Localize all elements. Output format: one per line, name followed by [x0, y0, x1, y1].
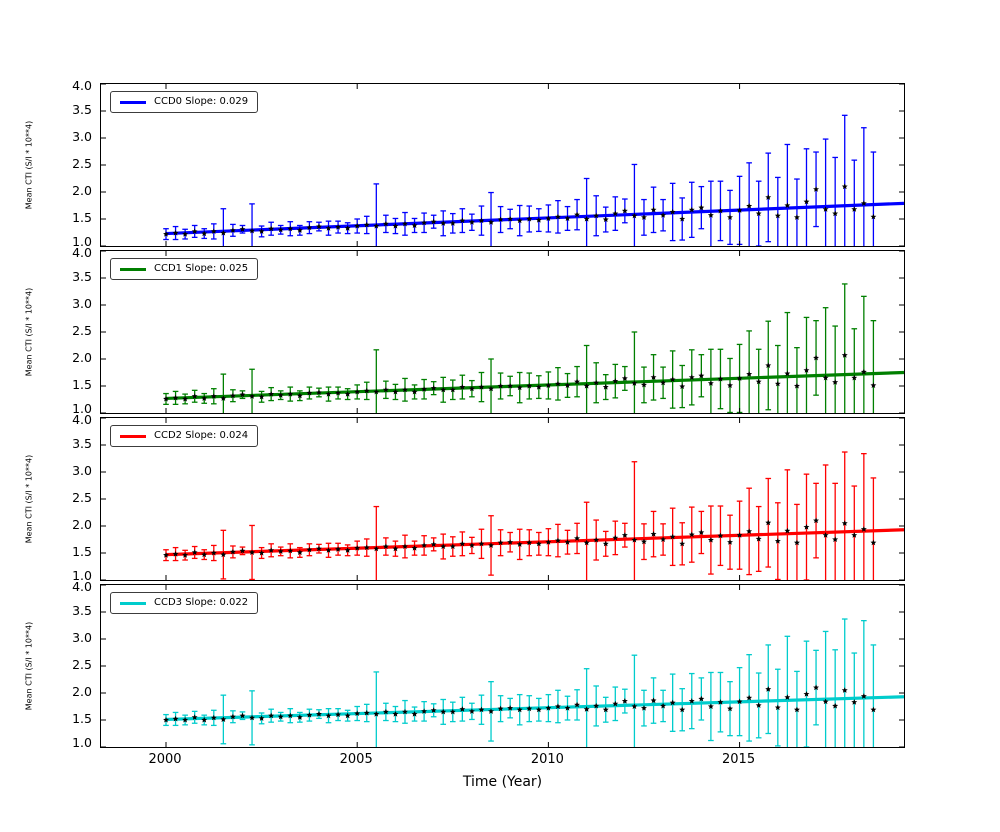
y-tick-label: 2.0 — [72, 684, 92, 699]
subplot-ccd1: Mean CTI (S/I * 10**4) 1.0 1.5 2.0 2.5 3.0 3.… — [25, 246, 905, 416]
y-tick-label: 2.0 — [72, 517, 92, 532]
y-tick-labels-ccd1: 1.0 1.5 2.0 2.5 3.0 3.5 4.0 — [40, 246, 96, 416]
legend-label-ccd3: CCD3 Slope: 0.022 — [154, 597, 249, 608]
plot-area-ccd1: CCD1 Slope: 0.025 — [100, 250, 905, 414]
data-markers-ccd2 — [163, 517, 877, 558]
plot-area-ccd0: CCD0 Slope: 0.029 — [100, 83, 905, 247]
fit-line-ccd0 — [165, 201, 904, 236]
y-tick-label: 3.5 — [72, 102, 92, 117]
y-tick-label: 2.0 — [72, 350, 92, 365]
y-tick-label: 1.0 — [72, 401, 92, 416]
legend-label-ccd0: CCD0 Slope: 0.029 — [154, 96, 249, 107]
x-tick-label: 2000 — [148, 752, 182, 767]
fit-line-ccd1 — [165, 370, 904, 401]
y-tick-label: 2.0 — [72, 183, 92, 198]
y-tick-label: 3.0 — [72, 296, 92, 311]
y-tick-label: 3.0 — [72, 129, 92, 144]
y-tick-label: 1.0 — [72, 735, 92, 750]
plot-canvas-ccd0 — [101, 84, 904, 246]
plot-canvas-ccd2 — [101, 418, 904, 580]
subplot-ccd0: Mean CTI (S/I * 10**4) 1.0 1.5 2.0 2.5 3.0 3.… — [25, 79, 905, 249]
y-tick-label: 2.5 — [72, 657, 92, 672]
subplot-ccd3: Mean CTI (S/I * 10**4) 1.0 1.5 2.0 2.5 3.0 3.… — [25, 580, 905, 750]
plot-canvas-ccd1 — [101, 251, 904, 413]
data-markers-ccd3 — [163, 684, 877, 723]
y-tick-label: 1.0 — [72, 568, 92, 583]
y-tick-label: 3.5 — [72, 603, 92, 618]
x-tick-label: 2015 — [722, 752, 756, 767]
y-axis-label: Mean CTI (S/I * 10**4) — [24, 287, 34, 377]
legend-ccd2: CCD2 Slope: 0.024 — [110, 425, 259, 447]
x-tick-label: 2010 — [530, 752, 564, 767]
legend-line-swatch-ccd2 — [120, 434, 146, 438]
y-tick-label: 3.0 — [72, 630, 92, 645]
y-tick-labels-ccd2: 1.0 1.5 2.0 2.5 3.0 3.5 4.0 — [40, 413, 96, 583]
y-tick-label: 2.5 — [72, 156, 92, 171]
tick-marks — [101, 251, 904, 413]
legend-line-swatch-ccd3 — [120, 601, 146, 605]
legend-line-swatch-ccd0 — [120, 100, 146, 104]
plot-area-ccd2: CCD2 Slope: 0.024 — [100, 417, 905, 581]
y-tick-label: 3.0 — [72, 463, 92, 478]
errorbar-layer-ccd2 — [163, 451, 877, 580]
errorbar-layer-ccd3 — [163, 618, 877, 747]
y-tick-label: 3.5 — [72, 436, 92, 451]
y-tick-label: 1.5 — [72, 711, 92, 726]
tick-marks — [101, 585, 904, 747]
legend-label-ccd1: CCD1 Slope: 0.025 — [154, 263, 249, 274]
legend-ccd1: CCD1 Slope: 0.025 — [110, 258, 259, 280]
y-tick-label: 4.0 — [72, 245, 92, 260]
y-axis-label: Mean CTI (S/I * 10**4) — [24, 120, 34, 210]
y-tick-labels-ccd0: 1.0 1.5 2.0 2.5 3.0 3.5 4.0 — [40, 79, 96, 249]
tick-marks — [101, 84, 904, 246]
y-tick-label: 2.5 — [72, 323, 92, 338]
x-tick-label: 2005 — [339, 752, 373, 767]
fit-line-ccd2 — [165, 528, 904, 557]
y-tick-label: 1.5 — [72, 377, 92, 392]
y-tick-label: 1.0 — [72, 234, 92, 249]
y-tick-label: 1.5 — [72, 544, 92, 559]
y-tick-label: 1.5 — [72, 210, 92, 225]
y-tick-labels-ccd3: 1.0 1.5 2.0 2.5 3.0 3.5 4.0 — [40, 580, 96, 750]
subplot-ccd2: Mean CTI (S/I * 10**4) 1.0 1.5 2.0 2.5 3.0 3.… — [25, 413, 905, 583]
y-tick-label: 2.5 — [72, 490, 92, 505]
legend-ccd0: CCD0 Slope: 0.029 — [110, 91, 259, 113]
legend-label-ccd2: CCD2 Slope: 0.024 — [154, 430, 249, 441]
tick-marks — [101, 418, 904, 580]
fit-line-ccd3 — [165, 695, 904, 722]
y-tick-label: 4.0 — [72, 78, 92, 93]
y-tick-label: 4.0 — [72, 579, 92, 594]
x-tick-labels: 2000 2005 2010 2015 — [100, 752, 905, 770]
errorbar-layer-ccd0 — [163, 114, 877, 246]
legend-line-swatch-ccd1 — [120, 267, 146, 271]
y-tick-label: 4.0 — [72, 412, 92, 427]
x-axis-label: Time (Year) — [462, 774, 543, 790]
plot-area-ccd3: CCD3 Slope: 0.022 — [100, 584, 905, 748]
y-axis-label: Mean CTI (S/I * 10**4) — [24, 621, 34, 711]
y-tick-label: 3.5 — [72, 269, 92, 284]
y-axis-label: Mean CTI (S/I * 10**4) — [24, 454, 34, 544]
legend-ccd3: CCD3 Slope: 0.022 — [110, 592, 259, 614]
plot-canvas-ccd3 — [101, 585, 904, 747]
